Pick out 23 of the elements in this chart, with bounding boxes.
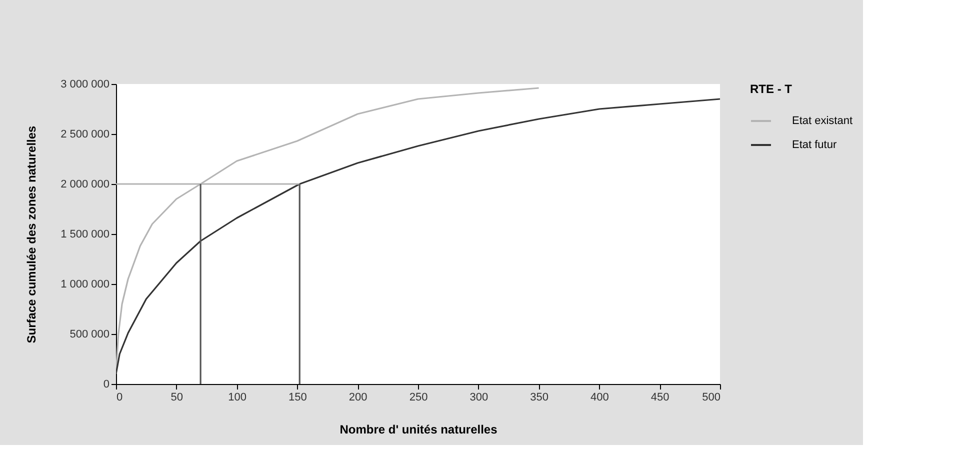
x-tick-label: 200 bbox=[348, 392, 368, 404]
x-tick-label: 0 bbox=[116, 392, 123, 404]
y-tick-label: 1 500 000 bbox=[60, 228, 110, 240]
legend-title: RTE - T bbox=[750, 82, 793, 96]
x-tick-label: 50 bbox=[170, 392, 184, 404]
x-tick-label: 450 bbox=[650, 392, 670, 404]
y-tick-label: 3 000 000 bbox=[60, 78, 110, 90]
x-tick-label: 150 bbox=[288, 392, 307, 404]
y-tick-label: 2 000 000 bbox=[60, 178, 110, 190]
y-tick-label: 500 000 bbox=[70, 328, 110, 340]
x-tick-label: 500 bbox=[702, 392, 720, 404]
x-tick-label: 250 bbox=[409, 392, 428, 404]
y-tick-label: 2 500 000 bbox=[60, 128, 110, 140]
y-axis-title: Surface cumulée des zones naturelles bbox=[24, 125, 39, 344]
x-tick-label: 400 bbox=[590, 392, 609, 404]
y-tick-label: 1 000 000 bbox=[60, 278, 110, 290]
x-axis-title: Nombre d' unités naturelles bbox=[340, 422, 498, 436]
legend-label: Etat existant bbox=[792, 115, 853, 127]
legend-label: Etat futur bbox=[792, 139, 837, 151]
y-tick-label: 0 bbox=[103, 378, 110, 390]
x-tick-label: 350 bbox=[530, 392, 548, 404]
x-tick-label: 100 bbox=[228, 392, 246, 404]
x-tick-label: 300 bbox=[470, 392, 488, 404]
